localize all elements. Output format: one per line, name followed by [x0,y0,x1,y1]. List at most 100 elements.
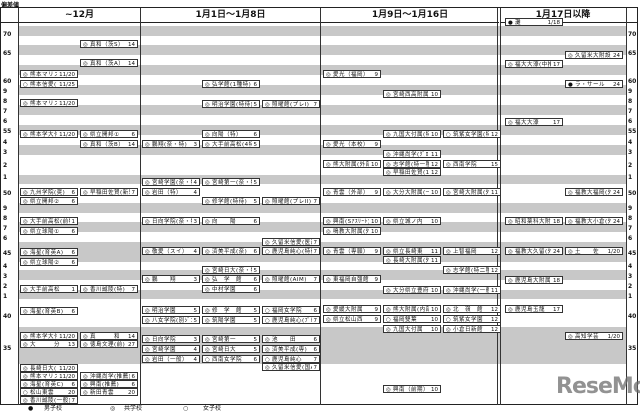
school-type-icon: ◎ [386,219,391,225]
school-type-icon: ○ [205,357,210,363]
axis-tick-left: 70 [3,31,12,38]
school-name: 宮崎学園 [152,347,177,352]
school-type-icon: ◎ [326,72,331,78]
axis-header-right [627,8,638,23]
school-entry: ◎九国大付属(特待)10 [383,130,441,138]
school-entry: ◎ 岩田（特） 4 [142,188,200,196]
school-entry: ◎ 鵬翔(奈・特) 3 [142,140,200,148]
legend-boys-mark: ● [28,405,34,412]
axis-tick-left: 8 [3,215,8,222]
school-entry: ◎大手前高松(4特)5 [202,140,260,148]
exam-date: 3 [193,277,198,283]
school-entry: ◎ 敬愛（スイ） 4 [142,247,200,255]
exam-date: 24 [553,249,560,255]
school-name: 鳴教大附属(外部) [333,229,369,234]
school-entry: ○ 福岡雙葉 10 [383,315,441,323]
school-name: 修 学 館 [212,308,243,313]
column-header-jan1-8: 1月1日～1月8日 [141,8,320,23]
exam-date: 14 [128,142,135,148]
school-entry: ◎ 向陽（特） 6 [202,130,260,138]
exam-date: 11 [431,258,438,264]
axis-tick-left: 1 [3,293,8,300]
school-entry: ◎ 日向学院 3 [142,335,200,343]
school-type-icon: ● [568,82,573,88]
school-entry: ◎ 岩田（一般） 4 [142,355,200,363]
exam-date: 11/25 [59,82,75,88]
exam-date: 1/20 [607,249,620,255]
school-type-icon: ○ [23,82,28,88]
exam-date: 6 [313,308,318,314]
school-name: 西南学院 [453,162,478,167]
school-entry: ◎熊本マリスト11/20 [20,372,78,380]
column-divider [140,8,141,405]
school-name: 志学館(特二種) [453,268,489,273]
school-name: 早稲田佐賀(新思) [90,190,130,195]
school-name: 大手前高松(4特) [212,142,252,147]
school-entry: ◎ 真 和 14 [80,332,138,340]
exam-date: 24 [613,190,620,196]
school-name: 上智福岡 [453,249,478,254]
school-entry: ◎ 宮崎日大 5 [202,345,260,353]
exam-date: 3 [193,142,198,148]
legend-boys-label: 男子校 [44,405,63,412]
school-name: 九国大付属(特待) [393,132,429,137]
school-entry: ◎ 鹿児島玉龍 17 [505,305,563,313]
school-name: 愛媛大附属 [333,307,364,312]
exam-date: 27 [128,342,135,348]
school-name: 県立松山西 [333,317,364,322]
school-type-icon: ◎ [265,102,270,108]
school-name: 福教大久留(外部) [515,249,551,254]
school-entry: ◎福教大小倉(外部)24 [565,217,623,225]
school-entry: ◎早稲田佐賀(1月)12 [383,168,441,176]
school-name: 長崎日大(1回) [30,366,57,371]
school-name: 照曜館(AIM) [272,277,307,282]
school-name: 宮崎西高附属 [393,92,429,97]
school-entry: ◎ 宮崎西高附属 10 [383,90,441,98]
school-type-icon: ◎ [386,307,391,313]
exam-date: 6 [131,132,136,138]
school-name: 向陽（特） [212,132,243,137]
exam-date: 18 [553,278,560,284]
school-type-icon: ◎ [265,365,270,371]
school-type-icon: ◎ [205,287,210,293]
school-type-icon: ◎ [326,229,331,235]
school-entry: ● 灘 1/18 [505,18,563,26]
exam-date: 13 [68,342,75,348]
school-type-icon: ◎ [446,190,451,196]
school-entry: ◎長崎大附属(外部)11 [383,256,441,264]
exam-date: 9 [374,190,379,196]
school-type-icon: ◎ [205,318,210,324]
exam-date: 17 [553,120,560,126]
school-name: 早稲田佐賀(1月) [393,170,429,175]
school-type-icon: ◎ [83,190,88,196]
school-name: 長崎大附属(外部) [393,258,429,263]
school-name: 徳島文理(前) [90,342,126,347]
school-entry: ◎八女学院(別ｼﾞ1)5 [142,316,200,324]
school-name: 北 嶺 館 [453,307,484,312]
school-name: 熊本マリスト(奨S) [30,72,58,77]
school-entry: ◎ 県立長崎東 11 [383,247,441,255]
school-name: 真和（茨B） [90,142,125,147]
school-name: 県立長崎東 [393,249,424,254]
school-name: 大手前高松(前特) [30,219,70,224]
exam-date: 7 [71,398,76,404]
school-name: 熊本マリスト [30,374,57,379]
row-stripe [19,203,626,213]
school-entry: ◎久留米信愛(医進)7 [262,238,320,246]
exam-date: 6 [71,382,76,388]
school-entry: ◎志学館(特二種)12 [443,266,501,274]
school-entry: ◎ 済美平成(奈) 6 [202,247,260,255]
axis-tick-right: 3 [628,149,633,156]
school-name: 熊大附属(内部) [393,307,429,312]
exam-date: 5 [253,347,258,353]
school-type-icon: ◎ [326,142,331,148]
school-entry: ◎ 海星(育英A) 6 [20,248,78,256]
school-name: 明治学園 [152,308,177,313]
column-divider [500,8,501,405]
school-entry: ◎ 興南（前期） 10 [383,385,441,393]
exam-date: 6 [71,229,76,235]
school-type-icon: ◎ [23,190,28,196]
exam-date: 6 [253,82,258,88]
school-type-icon: ● [508,20,513,26]
exam-date: 12 [431,170,438,176]
